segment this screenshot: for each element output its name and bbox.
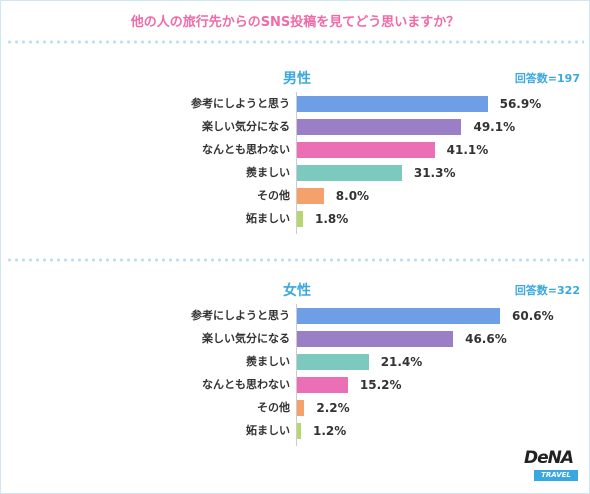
category-label: 羨ましい (246, 166, 290, 179)
category-label: 参考にしようと思う (191, 97, 290, 110)
chart-title-male: 男性 (283, 71, 311, 87)
respondent-count-female: 回答数=322 (514, 284, 580, 297)
dotted-divider-top (6, 40, 584, 44)
chart-axis (296, 304, 297, 446)
logo-sub-text: TRAVEL (534, 470, 578, 481)
bar (297, 331, 454, 347)
bar (297, 211, 304, 227)
dena-travel-logo: DeNA TRAVEL (524, 448, 580, 488)
data-label: 46.6% (465, 332, 507, 346)
bar (297, 354, 369, 370)
bar (297, 423, 302, 439)
data-label: 2.2% (316, 401, 350, 415)
data-label: 60.6% (512, 309, 554, 323)
dotted-divider-middle (6, 258, 584, 262)
category-label: その他 (257, 401, 290, 414)
bar (297, 96, 488, 112)
bar (297, 188, 324, 204)
bar (297, 308, 500, 324)
chart-female: 女性 回答数=322 参考にしようと思う 60.6% 楽しい気分になる 46.6% 羨ま… (0, 280, 590, 480)
bar (297, 142, 435, 158)
data-label: 8.0% (335, 189, 370, 203)
chart-title-female: 女性 (283, 283, 311, 299)
logo-main-text: DeNA (524, 448, 574, 468)
bar (297, 119, 462, 135)
bar (297, 165, 402, 181)
data-label: 49.1% (473, 120, 516, 134)
category-label: なんとも思わない (202, 143, 290, 156)
bar (297, 400, 305, 416)
category-label: 妬ましい (246, 424, 290, 437)
category-label: 楽しい気分になる (202, 332, 290, 345)
category-label: 参考にしようと思う (191, 309, 290, 322)
bar (297, 377, 348, 393)
data-label: 1.2% (313, 424, 347, 438)
respondent-count-male: 回答数=197 (514, 72, 580, 85)
category-label: なんとも思わない (202, 378, 290, 391)
category-label: 妬ましい (246, 212, 290, 225)
data-label: 41.1% (446, 143, 489, 157)
data-label: 21.4% (380, 355, 423, 369)
category-label: 楽しい気分になる (202, 120, 290, 133)
category-label: 羨ましい (246, 355, 290, 368)
chart-male: 男性 回答数=197 参考にしようと思う 56.9% 楽しい気分になる 49.1% なん… (0, 68, 590, 268)
chart-axis (296, 92, 297, 234)
data-label: 1.8% (315, 212, 349, 226)
page-title: 他の人の旅行先からのSNS投稿を見てどう思いますか？ (130, 15, 460, 30)
data-label: 31.3% (413, 166, 456, 180)
category-label: その他 (257, 189, 290, 202)
data-label: 15.2% (359, 378, 402, 392)
data-label: 56.9% (499, 97, 542, 111)
